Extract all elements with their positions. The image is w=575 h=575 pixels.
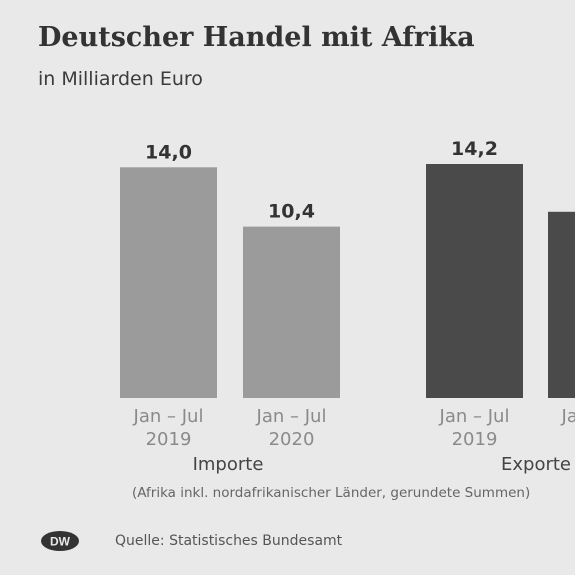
dw-logo: DW bbox=[41, 531, 79, 551]
tick-label-year: 2020 bbox=[269, 429, 315, 450]
tick-label-period: Jan – Jul bbox=[439, 406, 510, 427]
tick-label-year: 2019 bbox=[452, 429, 498, 450]
group-label: Exporte bbox=[501, 454, 571, 475]
tick-label-period: Jan – Jul bbox=[561, 406, 575, 427]
tick-label-year: 2020 bbox=[574, 429, 575, 450]
bar-exporte-2019 bbox=[426, 164, 523, 398]
tick-label-year: 2019 bbox=[146, 429, 192, 450]
bar-exporte-2020 bbox=[548, 211, 575, 398]
value-label: 14,0 bbox=[145, 141, 192, 163]
tick-label-period: Jan – Jul bbox=[256, 406, 327, 427]
tick-label-period: Jan – Jul bbox=[133, 406, 204, 427]
value-label: 14,2 bbox=[451, 138, 498, 160]
group-label: Importe bbox=[193, 454, 264, 475]
svg-text:DW: DW bbox=[50, 535, 71, 549]
bar-importe-2020 bbox=[243, 226, 340, 398]
footnote: (Afrika inkl. nordafrikanischer Länder, … bbox=[132, 485, 531, 501]
chart-subtitle: in Milliarden Euro bbox=[38, 68, 203, 90]
value-label: 10,4 bbox=[268, 201, 315, 223]
source-note: Quelle: Statistisches Bundesamt bbox=[115, 533, 343, 549]
chart-title: Deutscher Handel mit Afrika bbox=[38, 22, 475, 53]
bar-importe-2019 bbox=[120, 167, 217, 398]
